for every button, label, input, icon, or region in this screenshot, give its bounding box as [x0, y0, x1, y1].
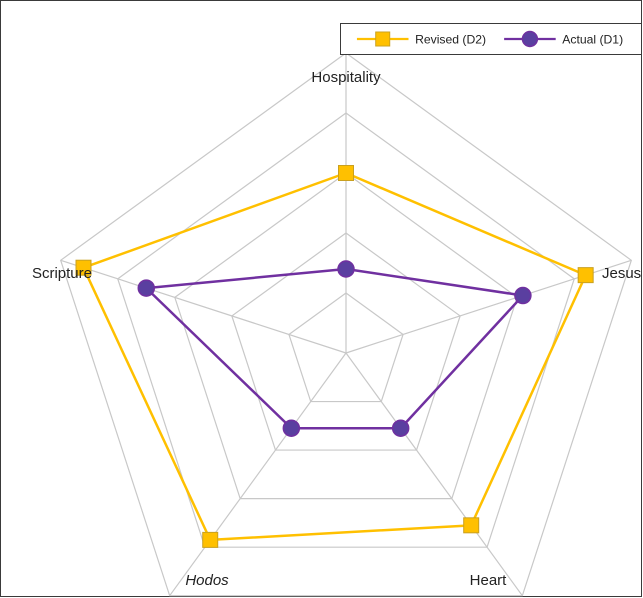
data-point-2-hospitality: [337, 260, 355, 278]
data-point-1-hospitality: [338, 165, 354, 181]
category-labels: Hospitality Jesus Heart Hodos Scripture: [32, 69, 641, 589]
legend: Revised (D2) Actual (D1): [340, 23, 642, 55]
series-2: [137, 260, 532, 437]
legend-circle-marker: [521, 30, 539, 48]
spoke-hodos: [169, 352, 347, 597]
series-layer: [75, 165, 594, 548]
data-point-2-scripture: [137, 279, 156, 297]
category-label-jesus: Jesus: [602, 265, 641, 282]
legend-items: Revised (D2) Actual (D1): [356, 30, 623, 48]
series-1: [75, 165, 594, 548]
grid-ring-4: [117, 112, 575, 548]
data-point-1-hodos: [202, 531, 219, 548]
category-label-hodos: Hodos: [185, 572, 229, 589]
spoke-heart: [345, 352, 523, 597]
category-label-scripture: Scripture: [32, 265, 92, 282]
data-point-2-hodos: [282, 419, 301, 437]
grid-ring-2: [231, 232, 461, 451]
legend-label-1: Revised (D2): [415, 33, 486, 47]
data-point-1-jesus: [577, 267, 594, 284]
grid-ring-5: [59, 52, 633, 597]
data-point-1-scripture: [75, 259, 92, 276]
legend-label-2: Actual (D1): [562, 33, 623, 47]
series-line-1: [82, 171, 587, 542]
data-point-1-heart: [463, 517, 480, 534]
data-point-2-jesus: [514, 286, 532, 305]
legend-item-1: Revised (D2): [356, 31, 486, 47]
legend-square-marker: [375, 31, 391, 47]
grid-ring-3: [174, 172, 518, 500]
spoke-scripture: [60, 259, 347, 354]
data-point-2-heart: [391, 419, 410, 437]
radar-grid: [59, 52, 633, 597]
legend-item-2: Actual (D1): [504, 30, 623, 48]
grid-ring-1: [288, 292, 404, 403]
category-label-hospitality: Hospitality: [311, 69, 381, 86]
series-line-2: [145, 267, 525, 430]
category-label-heart: Heart: [470, 572, 508, 589]
